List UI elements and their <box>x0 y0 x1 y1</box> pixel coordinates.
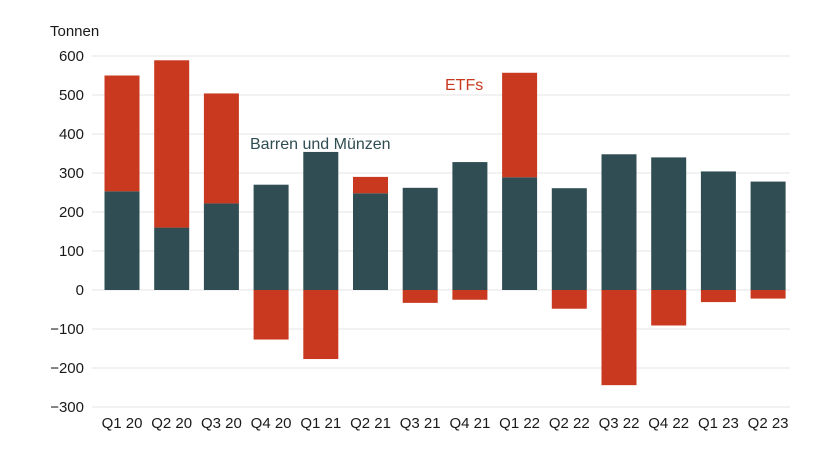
x-tick-label: Q1 22 <box>499 415 540 432</box>
y-tick-label: 300 <box>59 165 84 182</box>
bar-barren <box>303 151 339 290</box>
bar-etfs <box>203 93 239 204</box>
y-tick-label: 500 <box>59 87 84 104</box>
x-tick-label: Q2 21 <box>350 415 391 432</box>
series-label-barren: Barren und Münzen <box>250 136 391 153</box>
bar-barren <box>502 177 538 290</box>
bar-etfs <box>303 290 339 360</box>
y-tick-label: 0 <box>76 282 84 299</box>
bar-barren <box>353 193 388 290</box>
bar-etfs <box>551 290 587 309</box>
bar-barren <box>601 154 637 290</box>
bar-etfs <box>750 290 786 299</box>
bar-etfs <box>700 290 736 303</box>
y-tick-label: 400 <box>59 126 84 143</box>
y-tick-label: 100 <box>59 243 84 260</box>
bar-etfs <box>104 75 140 192</box>
bar-barren <box>203 203 239 290</box>
x-tick-label: Q1 21 <box>300 415 341 432</box>
x-tick-label: Q4 21 <box>449 415 490 432</box>
x-axis-ticks: Q1 20 Q2 20 Q3 20 Q4 20 Q1 21 Q2 21 Q3 21 Q4 21… <box>102 415 789 432</box>
bar-etfs <box>154 60 190 228</box>
x-tick-label: Q4 20 <box>251 415 292 432</box>
y-tick-label: −300 <box>50 399 84 416</box>
bars <box>104 60 786 386</box>
bar-etfs <box>651 290 687 326</box>
x-tick-label: Q1 20 <box>102 415 143 432</box>
x-tick-label: Q3 22 <box>599 415 640 432</box>
bar-barren <box>551 188 587 290</box>
bar-barren <box>452 162 488 290</box>
x-tick-label: Q3 20 <box>201 415 242 432</box>
bar-etfs <box>253 290 289 340</box>
x-tick-label: Q3 21 <box>400 415 441 432</box>
x-tick-label: Q2 23 <box>748 415 789 432</box>
y-axis-label: Tonnen <box>50 23 99 40</box>
x-tick-label: Q2 22 <box>549 415 590 432</box>
bar-etfs <box>353 176 388 194</box>
x-tick-label: Q4 22 <box>648 415 689 432</box>
bar-barren <box>651 157 687 290</box>
bar-barren <box>750 181 786 290</box>
y-axis-ticks: 600 500 400 300 200 100 0 −100 −200 −300 <box>50 48 84 416</box>
y-tick-label: 200 <box>59 204 84 221</box>
bar-etfs <box>601 290 637 386</box>
bar-barren <box>104 191 140 290</box>
y-tick-label: −200 <box>50 360 84 377</box>
bar-barren <box>253 184 289 290</box>
bar-etfs <box>402 290 438 303</box>
y-tick-label: 600 <box>59 48 84 65</box>
x-tick-label: Q2 20 <box>151 415 192 432</box>
bar-etfs <box>502 72 538 178</box>
bar-barren <box>154 227 190 290</box>
x-tick-label: Q1 23 <box>698 415 739 432</box>
bar-etfs <box>452 290 488 300</box>
y-tick-label: −100 <box>50 321 84 338</box>
bar-barren <box>402 187 438 290</box>
bar-barren <box>700 171 736 290</box>
series-label-etfs: ETFs <box>445 77 483 94</box>
